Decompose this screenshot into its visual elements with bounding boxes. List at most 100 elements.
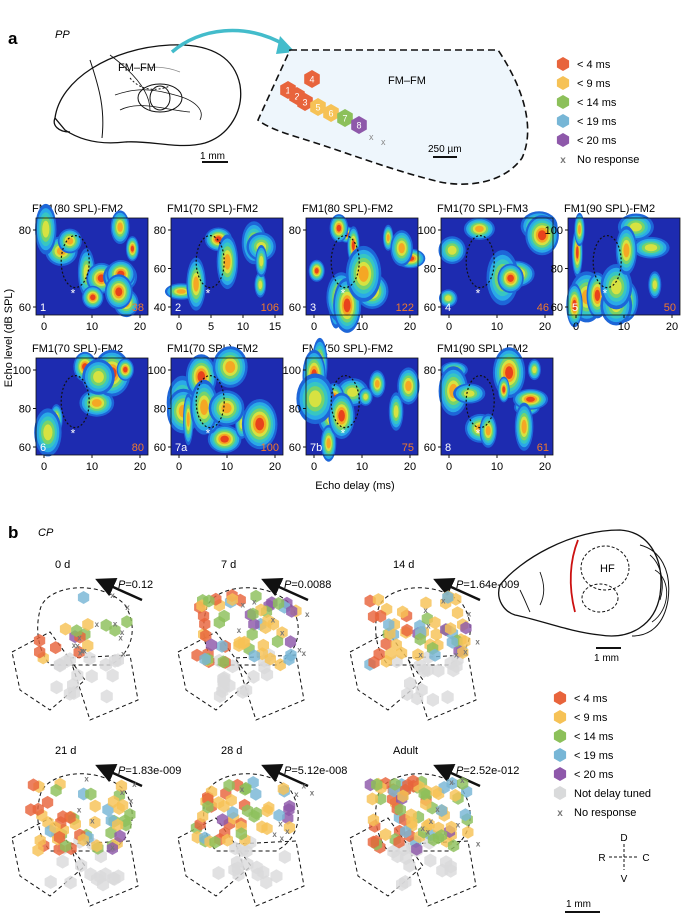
no-response-site: x — [463, 647, 468, 656]
not-tuned-site — [432, 663, 445, 678]
legend-a-entry-swatch — [556, 76, 570, 90]
tuned-site — [34, 645, 46, 659]
heatmap-contour — [405, 380, 412, 392]
tuned-site — [109, 623, 121, 637]
not-tuned-site — [426, 692, 439, 707]
heatmap-contour — [193, 276, 199, 292]
no-response-site: x — [90, 817, 95, 826]
heatmap-title: FM1(90 SPL)-FM2 — [564, 203, 655, 215]
not-tuned-site — [436, 863, 449, 878]
heatmap-plot: FM1(70 SPL)-FM3 * 4 46 0 10 20 100 80 60 — [418, 203, 559, 333]
tuned-site — [445, 820, 457, 834]
tuned-site — [283, 821, 296, 834]
compass-dorsal: D — [620, 833, 627, 844]
site-hex — [337, 109, 353, 127]
heatmap-contour — [363, 393, 368, 400]
tuned-site — [393, 835, 405, 849]
no-response-site: x — [82, 647, 87, 656]
tuned-site — [209, 835, 221, 849]
heatmap-contour — [594, 289, 601, 302]
x-tick-label: 0 — [311, 461, 317, 473]
best-delay-marker: * — [206, 287, 211, 301]
x-tick-label: 0 — [311, 321, 317, 333]
tuned-site — [406, 816, 418, 830]
map-outline — [69, 654, 139, 721]
legend-a-entry-label: < 4 ms — [577, 59, 611, 71]
y-tick-label: 60 — [19, 302, 31, 314]
significance-contour — [195, 375, 225, 429]
y-tick-label: 80 — [19, 225, 31, 237]
legend-b-entry-swatch — [553, 786, 567, 800]
tuned-site — [200, 629, 212, 643]
tuned-site — [106, 842, 118, 855]
tuned-site — [267, 617, 280, 631]
tuned-site — [53, 830, 66, 844]
tuned-site — [276, 626, 288, 640]
not-tuned-site — [111, 653, 124, 668]
tuned-site — [384, 627, 396, 641]
heatmap-contour — [463, 390, 475, 397]
tuned-site — [250, 589, 262, 603]
panel-b-species: CP — [38, 527, 54, 539]
significance-contour — [60, 235, 90, 289]
not-tuned-site — [413, 658, 426, 673]
tuned-site — [247, 607, 259, 621]
orientation-compass: D V R C — [598, 833, 649, 885]
tuned-site — [112, 818, 124, 832]
tuned-site — [34, 834, 46, 848]
map-outline — [69, 840, 139, 907]
auditory-cortex-marker — [569, 539, 579, 613]
heatmap-contour — [66, 237, 74, 245]
tuned-site — [100, 618, 112, 632]
significance-contour — [60, 375, 90, 429]
tuned-site — [27, 778, 40, 792]
heatmap-contour — [386, 234, 390, 242]
not-tuned-site — [260, 875, 273, 890]
heatmap-contour — [220, 435, 229, 443]
legend-b-entry-swatch — [553, 691, 567, 705]
heatmap-contour — [505, 366, 514, 379]
heatmap-contour — [445, 295, 452, 302]
no-response-site: x — [418, 650, 423, 659]
tuned-site — [250, 787, 262, 801]
heatmap-count: 106 — [261, 302, 279, 314]
map-outline — [407, 654, 477, 721]
not-tuned-site — [401, 687, 414, 702]
map-outline — [235, 654, 305, 721]
x-tick-label: 20 — [404, 321, 416, 333]
tuned-site — [447, 839, 460, 853]
no-response-site: x — [237, 626, 242, 635]
x-axis-label: Echo delay (ms) — [315, 480, 394, 492]
p-value: P=0.0088 — [284, 579, 331, 591]
heatmap-title: FM1(80 SPL)-FM2 — [32, 203, 123, 215]
no-response-site: x — [95, 620, 100, 629]
heatmap-contour — [258, 280, 263, 290]
heatmap-contour — [475, 225, 484, 233]
heatmap-contour — [576, 246, 579, 259]
tuned-site — [283, 799, 296, 813]
y-tick-label: 80 — [289, 404, 301, 416]
legend-b-entry-label: < 20 ms — [574, 769, 614, 781]
legend-a-entry-swatch — [556, 114, 570, 128]
tuned-site — [82, 639, 94, 653]
heatmap-plot: FM1(70 SPL)-FM2 * 6 80 0 10 20 100 80 60 — [13, 343, 149, 473]
no-response-site: x — [369, 132, 374, 142]
no-response-site: x — [110, 591, 115, 600]
site-number: 3 — [302, 98, 307, 108]
site-number: 8 — [356, 121, 361, 131]
no-response-site: x — [420, 824, 425, 833]
no-response-site: x — [125, 603, 130, 612]
y-tick-label: 60 — [424, 302, 436, 314]
heatmap-id: 8 — [445, 442, 451, 454]
map-outline — [349, 817, 424, 897]
p-value: P=0.12 — [118, 579, 153, 591]
tuned-site — [199, 652, 211, 666]
tuned-site — [457, 777, 469, 790]
x-tick-label: 20 — [539, 461, 551, 473]
heatmap-contour — [90, 294, 96, 301]
not-tuned-site — [232, 867, 245, 882]
